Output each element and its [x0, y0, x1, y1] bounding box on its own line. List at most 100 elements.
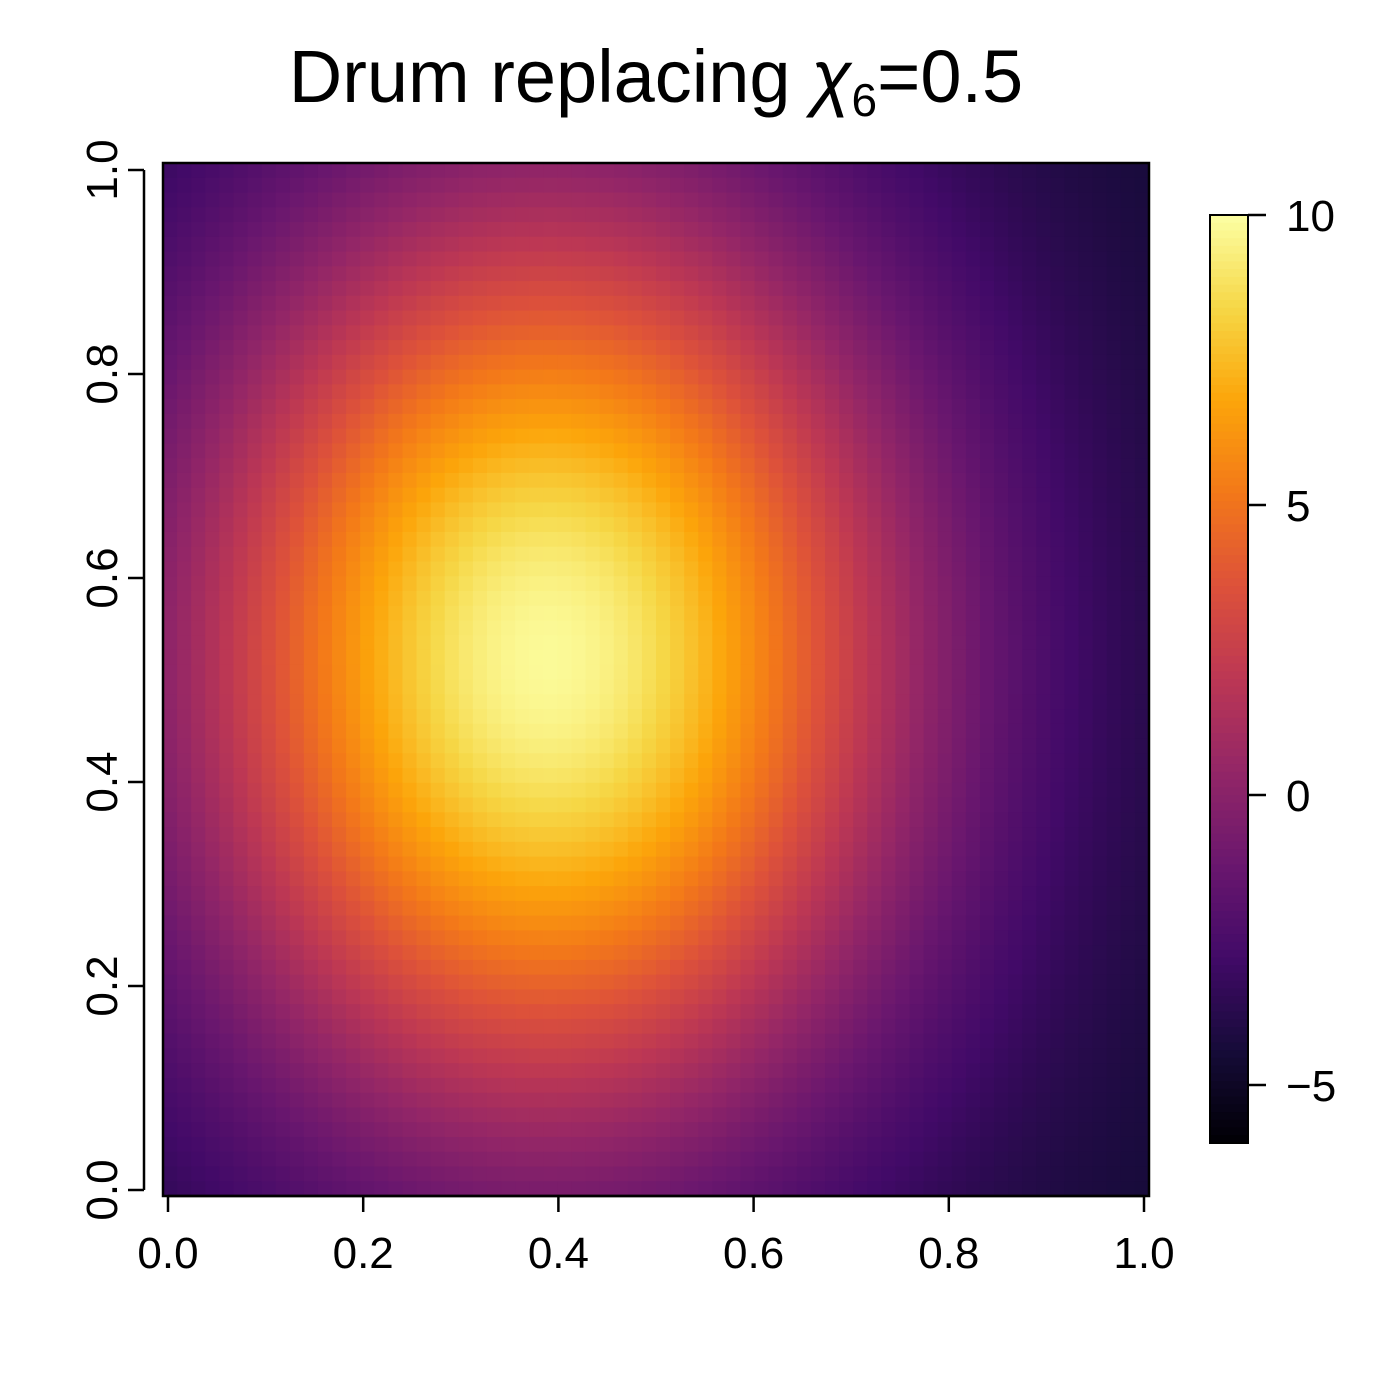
heatmap-cell	[825, 1048, 840, 1064]
heatmap-cell	[332, 753, 347, 769]
heatmap-cell	[360, 177, 375, 194]
heatmap-cell	[754, 1004, 770, 1020]
heatmap-cell	[346, 163, 361, 179]
heatmap-cell	[1120, 369, 1136, 385]
heatmap-cell	[416, 827, 432, 843]
heatmap-cell	[163, 369, 178, 385]
heatmap-cell	[360, 738, 375, 754]
heatmap-cell	[374, 310, 389, 326]
heatmap-cell	[895, 723, 911, 740]
heatmap-cell	[557, 974, 573, 990]
heatmap-cell	[247, 1092, 263, 1109]
heatmap-cell	[191, 959, 206, 976]
heatmap-cell	[881, 694, 897, 710]
heatmap-cell	[599, 458, 615, 474]
heatmap-cell	[571, 561, 587, 577]
heatmap-cell	[726, 236, 742, 253]
heatmap-cell	[994, 340, 1009, 356]
heatmap-cell	[177, 915, 192, 931]
heatmap-cell	[529, 531, 544, 548]
heatmap-cell	[219, 1181, 235, 1197]
heatmap-cell	[430, 399, 446, 415]
heatmap-cell	[247, 649, 263, 666]
heatmap-cell	[1078, 251, 1094, 267]
heatmap-cell	[810, 723, 826, 740]
heatmap-cell	[458, 369, 474, 385]
heatmap-cell	[782, 812, 798, 828]
heatmap-cell	[726, 251, 742, 267]
heatmap-cell	[332, 222, 347, 238]
heatmap-cell	[951, 1136, 967, 1153]
heatmap-cell	[233, 1048, 249, 1064]
heatmap-cell	[1050, 590, 1066, 607]
heatmap-cell	[881, 856, 897, 872]
heatmap-cell	[768, 384, 784, 400]
heatmap-cell	[247, 723, 263, 740]
heatmap-cell	[430, 472, 446, 489]
heatmap-cell	[810, 1048, 826, 1064]
heatmap-cell	[402, 856, 418, 872]
heatmap-cell	[1078, 768, 1094, 784]
heatmap-cell	[923, 428, 939, 444]
heatmap-cell	[289, 472, 305, 489]
heatmap-cell	[458, 900, 474, 917]
heatmap-cell	[303, 930, 319, 946]
heatmap-cell	[684, 930, 699, 946]
heatmap-cell	[317, 1107, 333, 1123]
heatmap-cell	[867, 900, 882, 917]
heatmap-cell	[177, 472, 192, 489]
heatmap-cell	[360, 325, 375, 341]
heatmap-cell	[1008, 886, 1023, 902]
heatmap-cell	[1120, 1151, 1136, 1168]
heatmap-cell	[486, 649, 502, 666]
heatmap-cell	[289, 207, 305, 223]
heatmap-cell	[979, 458, 995, 474]
heatmap-cell	[853, 738, 868, 754]
x-tick-label: 0.4	[528, 1229, 589, 1278]
heatmap-cell	[543, 222, 558, 238]
heatmap-cell	[994, 827, 1009, 843]
heatmap-cell	[557, 222, 573, 238]
heatmap-cell	[1092, 281, 1108, 297]
heatmap-cell	[585, 1004, 601, 1020]
heatmap-cell	[599, 576, 615, 592]
heatmap-cell	[388, 1048, 404, 1064]
heatmap-cell	[909, 664, 925, 681]
heatmap-cell	[1078, 915, 1094, 931]
heatmap-cell	[444, 472, 460, 489]
heatmap-cell	[261, 738, 277, 754]
heatmap-cell	[416, 325, 432, 341]
heatmap-cell	[627, 709, 643, 725]
heatmap-cell	[543, 694, 558, 710]
heatmap-cell	[163, 472, 178, 489]
heatmap-cell	[754, 959, 770, 976]
heatmap-cell	[740, 487, 756, 504]
heatmap-cell	[937, 517, 953, 533]
heatmap-cell	[853, 797, 868, 813]
heatmap-cell	[374, 945, 389, 961]
heatmap-cell	[1008, 1063, 1023, 1079]
heatmap-cell	[1008, 959, 1023, 976]
heatmap-cell	[360, 207, 375, 223]
heatmap-cell	[1106, 1063, 1122, 1079]
heatmap-cell	[486, 325, 502, 341]
heatmap-cell	[317, 812, 333, 828]
heatmap-cell	[768, 989, 784, 1005]
heatmap-cell	[177, 797, 192, 813]
heatmap-cell	[867, 399, 882, 415]
heatmap-cell	[233, 443, 249, 459]
heatmap-cell	[191, 974, 206, 990]
heatmap-cell	[670, 886, 685, 902]
heatmap-cell	[360, 561, 375, 577]
heatmap-cell	[656, 325, 671, 341]
heatmap-cell	[388, 841, 404, 858]
heatmap-cell	[1092, 1136, 1108, 1153]
heatmap-cell	[1036, 266, 1051, 282]
heatmap-cell	[1008, 782, 1023, 799]
heatmap-cell	[825, 236, 840, 253]
heatmap-cell	[1064, 413, 1080, 430]
heatmap-cell	[1008, 1151, 1023, 1168]
heatmap-cell	[219, 1122, 235, 1138]
heatmap-cell	[951, 649, 967, 666]
heatmap-cell	[1092, 546, 1108, 563]
